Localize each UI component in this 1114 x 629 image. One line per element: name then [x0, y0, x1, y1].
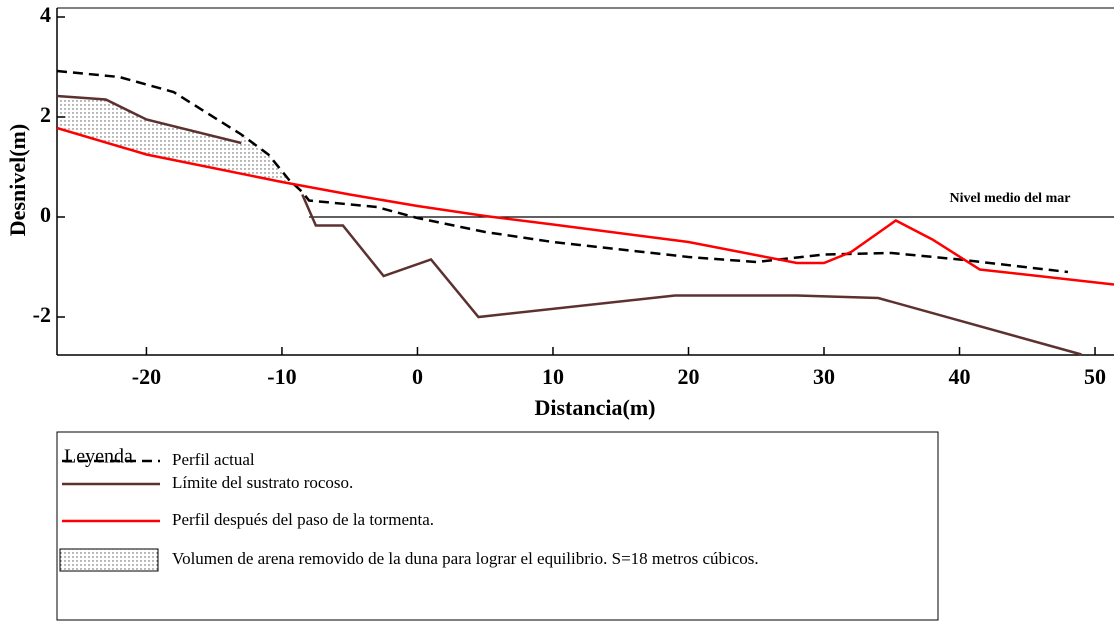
legend-label: Límite del sustrato rocoso.: [172, 473, 353, 492]
x-tick-label: 0: [412, 364, 423, 389]
x-tick-label: -10: [267, 364, 296, 389]
y-axis-title: Desnivel(m): [5, 124, 30, 236]
y-tick-label: 2: [40, 102, 51, 127]
legend-label: Perfil después del paso de la tormenta.: [172, 510, 434, 529]
x-tick-label: 20: [677, 364, 699, 389]
y-tick-label: 4: [40, 2, 51, 27]
legend-label: Perfil actual: [172, 450, 255, 469]
y-tick-label: -2: [33, 302, 51, 327]
series-line: [56, 126, 1114, 286]
x-tick-label: 40: [949, 364, 971, 389]
series-line: [56, 94, 1082, 356]
x-tick-label: 50: [1084, 364, 1106, 389]
legend-title: Leyenda: [64, 446, 133, 468]
legend-swatch: [59, 548, 159, 572]
sea-level-label: Nivel medio del mar: [950, 191, 1071, 206]
y-tick-label: 0: [40, 202, 51, 227]
removed-sand-area: [57, 96, 289, 182]
legend-label: Volumen de arena removido de la duna par…: [172, 549, 759, 568]
x-tick-label: 10: [542, 364, 564, 389]
series-line: [56, 69, 1069, 274]
x-tick-label: -20: [132, 364, 161, 389]
legend-box: [56, 431, 939, 621]
x-tick-label: 30: [813, 364, 835, 389]
x-axis-title: Distancia(m): [535, 395, 656, 420]
